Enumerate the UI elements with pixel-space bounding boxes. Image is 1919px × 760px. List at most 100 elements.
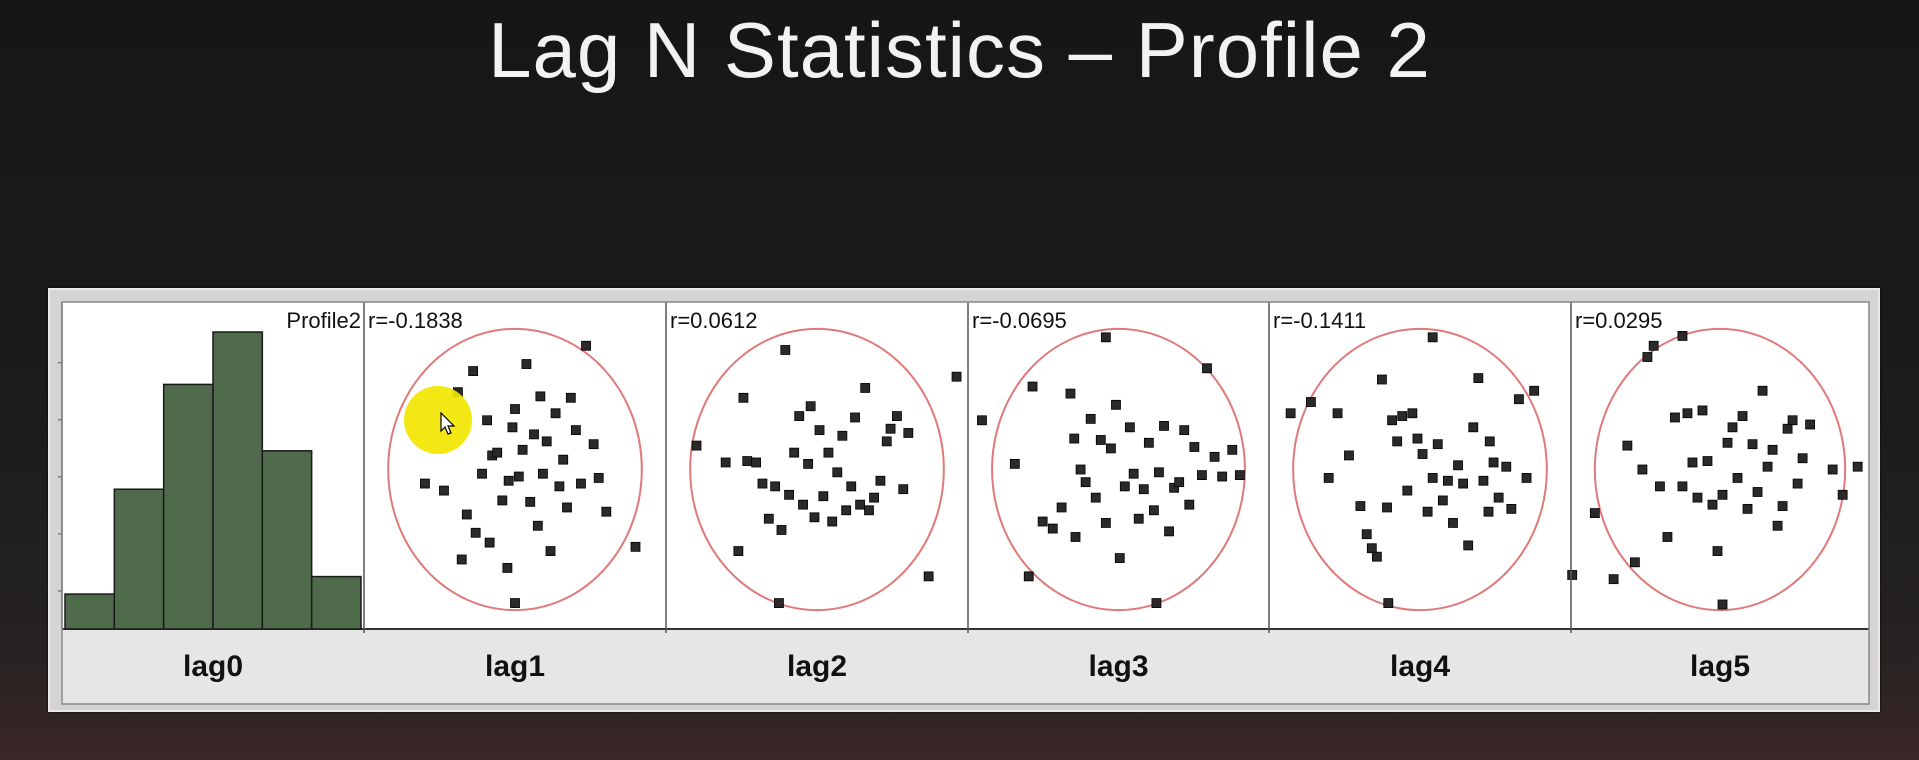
scatter-point: [538, 469, 547, 478]
scatter-point: [1655, 482, 1664, 491]
scatter-point: [977, 416, 986, 425]
scatter-point: [1057, 503, 1066, 512]
scatter-point: [1433, 440, 1442, 449]
scatter-point: [1459, 479, 1468, 488]
scatter-point: [462, 510, 471, 519]
scatter-point: [1111, 400, 1120, 409]
scatter-point: [1160, 421, 1169, 430]
scatter-point: [1190, 443, 1199, 452]
scatter-point: [631, 542, 640, 551]
histogram-bar: [114, 489, 163, 629]
scatter-point: [566, 393, 575, 402]
scatter-point: [1828, 465, 1837, 474]
scatter-point: [551, 409, 560, 418]
scatter-point: [511, 405, 520, 414]
correlation-label: r=0.0295: [1575, 308, 1662, 333]
scatter-point: [743, 457, 752, 466]
scatter-point: [904, 428, 913, 437]
scatter-point: [530, 430, 539, 439]
scatter-point: [1474, 374, 1483, 383]
scatter-point: [1038, 517, 1047, 526]
correlation-label: r=0.0612: [670, 308, 757, 333]
scatter-point: [503, 563, 512, 572]
scatter-point: [582, 341, 591, 350]
scatter-point: [1185, 500, 1194, 509]
scatter-point: [758, 479, 767, 488]
scatter-point: [1484, 507, 1493, 516]
scatter-point: [1718, 600, 1727, 609]
scatter-point: [526, 497, 535, 506]
scatter-point: [1070, 434, 1079, 443]
scatter-point: [522, 360, 531, 369]
scatter-point: [764, 514, 773, 523]
scatter-point: [819, 492, 828, 501]
scatter-point: [1423, 507, 1432, 516]
scatter-point: [842, 506, 851, 515]
scatter-point: [1228, 445, 1237, 454]
correlation-label: r=-0.1838: [368, 308, 463, 333]
scatter-point: [1728, 423, 1737, 432]
scatter-point: [1139, 485, 1148, 494]
scatter-point: [1024, 572, 1033, 581]
panel-label-lag3: lag3: [1088, 650, 1148, 683]
scatter-point: [1235, 471, 1244, 480]
cursor-highlight: [404, 386, 472, 454]
scatter-point: [1530, 386, 1539, 395]
scatter-point: [1748, 440, 1757, 449]
scatter-point: [1502, 462, 1511, 471]
scatter-point: [1703, 457, 1712, 466]
scatter-point: [1324, 473, 1333, 482]
scatter-point: [1609, 575, 1618, 584]
scatter-point: [1210, 452, 1219, 461]
scatter-point: [555, 482, 564, 491]
scatter-point: [471, 528, 480, 537]
scatter-point: [1377, 375, 1386, 384]
scatter-point: [838, 431, 847, 440]
panel-label-lag5: lag5: [1690, 650, 1750, 683]
scatter-point: [1344, 451, 1353, 460]
scatter-point: [469, 367, 478, 376]
scatter-point: [799, 500, 808, 509]
scatter-point: [1793, 479, 1802, 488]
scatter-point: [1388, 416, 1397, 425]
scatter-point: [1384, 599, 1393, 608]
scatter-point: [692, 441, 701, 450]
scatter-point: [493, 448, 502, 457]
scatter-point: [420, 479, 429, 488]
scatter-point: [1783, 424, 1792, 433]
scatter-point: [924, 572, 933, 581]
scatter-point: [1403, 486, 1412, 495]
scatter-point: [1454, 461, 1463, 470]
scatter-point: [1393, 437, 1402, 446]
scatter-point: [1738, 412, 1747, 421]
scatter-point: [865, 506, 874, 515]
scatter-point: [952, 372, 961, 381]
scatter-point: [1028, 382, 1037, 391]
scatter-point: [1202, 364, 1211, 373]
scatter-point: [795, 412, 804, 421]
scatter-point: [1134, 514, 1143, 523]
scatter-point: [1753, 487, 1762, 496]
scatter-point: [1372, 552, 1381, 561]
scatter-point: [1623, 441, 1632, 450]
scatter-point: [483, 416, 492, 425]
scatter-point: [1723, 438, 1732, 447]
scatter-point: [1408, 409, 1417, 418]
scatter-point: [1106, 444, 1115, 453]
scatter-point: [1489, 458, 1498, 467]
scatter-point: [1383, 503, 1392, 512]
histogram-bar: [312, 577, 361, 629]
scatter-point: [1362, 530, 1371, 539]
scatter-point: [856, 500, 865, 509]
scatter-point: [1115, 554, 1124, 563]
scatter-point: [1356, 502, 1365, 511]
scatter-point: [1773, 521, 1782, 530]
scatter-point: [439, 486, 448, 495]
correlation-label: r=-0.1411: [1273, 308, 1366, 333]
scatter-point: [1693, 493, 1702, 502]
panel-label-lag4: lag4: [1390, 650, 1450, 683]
scatter-point: [1428, 333, 1437, 342]
scatter-point: [1154, 468, 1163, 477]
scatter-point: [1630, 558, 1639, 567]
scatter-point: [734, 547, 743, 556]
